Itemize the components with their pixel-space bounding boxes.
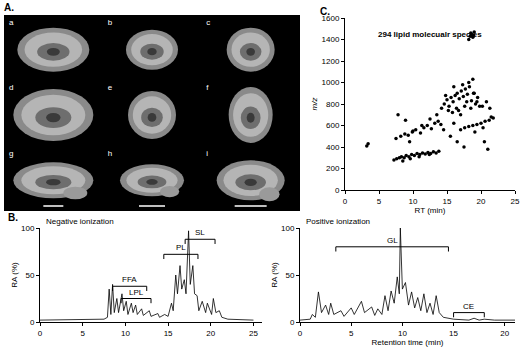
svg-text:100: 100 [21, 224, 35, 233]
svg-text:C.: C. [320, 6, 330, 17]
svg-text:RT (min): RT (min) [415, 206, 446, 215]
svg-text:Retention time (min): Retention time (min) [371, 338, 443, 347]
svg-text:50: 50 [285, 271, 294, 280]
svg-text:200: 200 [326, 164, 340, 173]
svg-text:RA (%): RA (%) [270, 262, 279, 288]
svg-text:50: 50 [25, 271, 34, 280]
svg-text:a: a [9, 18, 14, 27]
svg-text:e: e [108, 83, 113, 92]
svg-text:15: 15 [164, 329, 173, 338]
svg-text:FFA: FFA [122, 275, 137, 284]
svg-text:0: 0 [343, 197, 348, 206]
svg-text:5: 5 [80, 329, 85, 338]
svg-text:10: 10 [121, 329, 130, 338]
svg-text:0: 0 [335, 186, 340, 195]
svg-text:0: 0 [298, 329, 303, 338]
svg-text:100: 100 [281, 224, 295, 233]
svg-text:SL: SL [195, 228, 205, 237]
svg-text:B.: B. [8, 212, 18, 223]
svg-text:20: 20 [206, 329, 215, 338]
svg-text:1400: 1400 [322, 35, 340, 44]
svg-text:g: g [9, 149, 13, 158]
svg-text:294 lipid molecualr species: 294 lipid molecualr species [378, 30, 482, 39]
svg-text:f: f [206, 83, 209, 92]
svg-text:0: 0 [30, 318, 35, 327]
svg-text:CE: CE [463, 302, 474, 311]
svg-text:1200: 1200 [322, 57, 340, 66]
svg-text:b: b [108, 18, 113, 27]
svg-text:20: 20 [477, 197, 486, 206]
svg-text:0: 0 [38, 329, 43, 338]
svg-text:15: 15 [449, 329, 458, 338]
svg-text:1600: 1600 [322, 14, 340, 23]
svg-text:600: 600 [326, 121, 340, 130]
svg-text:400: 400 [326, 143, 340, 152]
svg-text:800: 800 [326, 100, 340, 109]
svg-text:0: 0 [290, 318, 295, 327]
svg-text:1000: 1000 [322, 78, 340, 87]
svg-text:PL: PL [176, 243, 186, 252]
svg-text:20: 20 [500, 329, 509, 338]
svg-text:m/z: m/z [310, 98, 319, 111]
svg-text:A.: A. [4, 2, 14, 13]
svg-text:5: 5 [349, 329, 354, 338]
svg-text:c: c [206, 18, 210, 27]
svg-text:d: d [9, 83, 13, 92]
svg-text:25: 25 [511, 197, 520, 206]
svg-text:25: 25 [249, 329, 258, 338]
svg-text:15: 15 [443, 197, 452, 206]
svg-text:10: 10 [409, 197, 418, 206]
svg-text:h: h [108, 149, 112, 158]
svg-text:GL: GL [387, 236, 398, 245]
svg-text:10: 10 [398, 329, 407, 338]
svg-text:Positive ionization: Positive ionization [306, 217, 370, 226]
svg-text:RA (%): RA (%) [10, 262, 19, 288]
svg-text:LPL: LPL [129, 288, 144, 297]
svg-text:5: 5 [377, 197, 382, 206]
svg-text:i: i [206, 149, 208, 158]
svg-text:Negative ionization: Negative ionization [46, 217, 114, 226]
